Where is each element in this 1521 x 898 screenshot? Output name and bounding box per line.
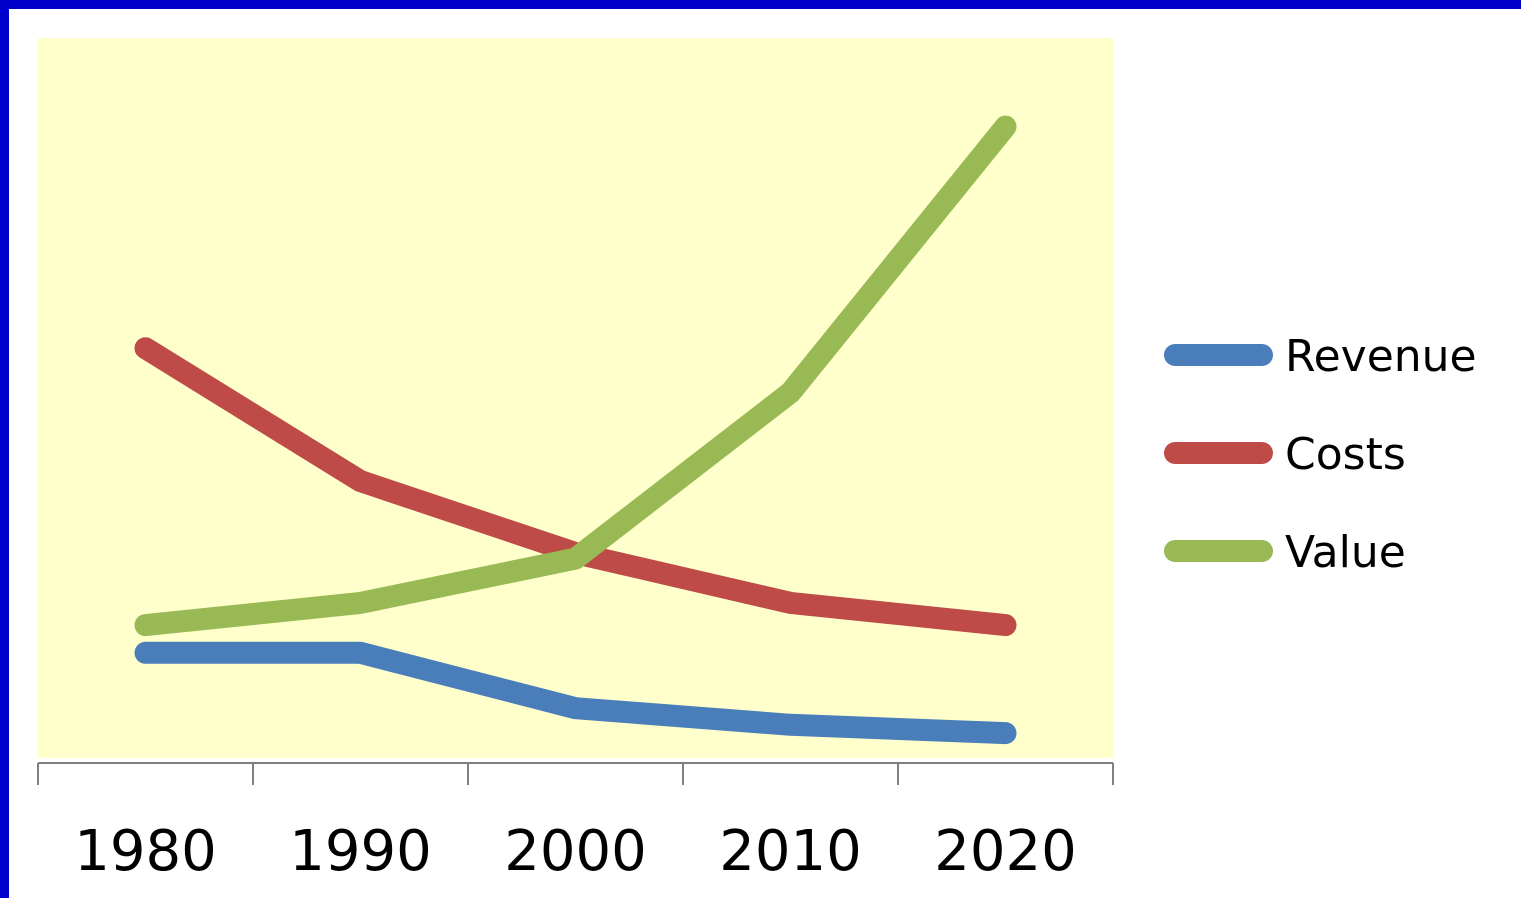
legend-item-revenue: Revenue (1164, 331, 1477, 382)
legend-label: Revenue (1285, 331, 1477, 382)
legend-item-costs: Costs (1164, 429, 1406, 480)
x-tick-label: 1990 (289, 819, 432, 884)
series-line-value (134, 115, 1017, 637)
legend-item-value: Value (1164, 527, 1406, 578)
x-tick-label: 2000 (504, 819, 647, 884)
series-lines (134, 115, 1017, 745)
series-line-revenue (134, 641, 1017, 745)
legend: Revenue Costs Value (1164, 331, 1477, 578)
x-tick-label: 2010 (719, 819, 862, 884)
x-tick-label: 2020 (934, 819, 1077, 884)
legend-label: Costs (1285, 429, 1406, 480)
x-tick-label: 1980 (74, 819, 217, 884)
legend-label: Value (1285, 527, 1406, 578)
x-axis: 1980 1990 2000 2010 2020 (37, 762, 1114, 884)
